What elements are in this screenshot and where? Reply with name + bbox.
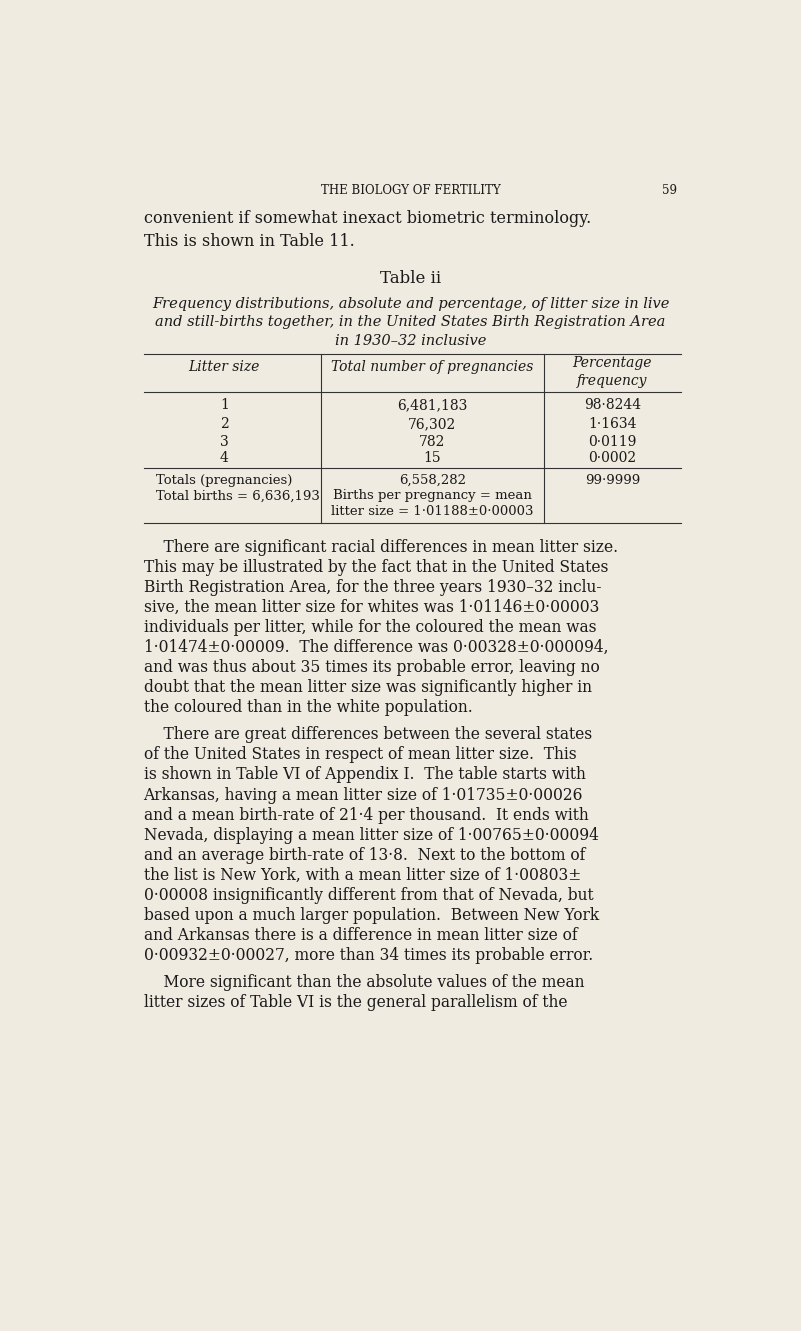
Text: 0·0002: 0·0002 xyxy=(588,451,636,465)
Text: 0·0119: 0·0119 xyxy=(588,435,637,450)
Text: and a mean birth-rate of 21·4 per thousand.  It ends with: and a mean birth-rate of 21·4 per thousa… xyxy=(143,807,588,824)
Text: Table ii: Table ii xyxy=(380,270,441,286)
Text: frequency: frequency xyxy=(577,374,647,387)
Text: Litter size: Litter size xyxy=(188,359,260,374)
Text: doubt that the mean litter size was significantly higher in: doubt that the mean litter size was sign… xyxy=(143,679,592,696)
Text: Totals (pregnancies): Totals (pregnancies) xyxy=(156,474,292,487)
Text: 0·00932±0·00027, more than 34 times its probable error.: 0·00932±0·00027, more than 34 times its … xyxy=(143,946,593,964)
Text: and Arkansas there is a difference in mean litter size of: and Arkansas there is a difference in me… xyxy=(143,926,578,944)
Text: convenient if somewhat inexact biometric terminology.: convenient if somewhat inexact biometric… xyxy=(143,210,591,226)
Text: 6,558,282: 6,558,282 xyxy=(399,474,465,487)
Text: is shown in Table VI of Appendix I.  The table starts with: is shown in Table VI of Appendix I. The … xyxy=(143,767,586,784)
Text: 2: 2 xyxy=(220,417,228,431)
Text: Frequency distributions, absolute and percentage, of litter size in live: Frequency distributions, absolute and pe… xyxy=(152,297,669,310)
Text: individuals per litter, while for the coloured the mean was: individuals per litter, while for the co… xyxy=(143,619,596,636)
Text: This is shown in Table 11.: This is shown in Table 11. xyxy=(143,233,354,250)
Text: 6,481,183: 6,481,183 xyxy=(397,398,468,413)
Text: Total births = 6,636,193: Total births = 6,636,193 xyxy=(156,490,320,502)
Text: of the United States in respect of mean litter size.  This: of the United States in respect of mean … xyxy=(143,747,576,764)
Text: 98·8244: 98·8244 xyxy=(584,398,641,413)
Text: 99·9999: 99·9999 xyxy=(585,474,640,487)
Text: and was thus about 35 times its probable error, leaving no: and was thus about 35 times its probable… xyxy=(143,659,599,676)
Text: 59: 59 xyxy=(662,185,678,197)
Text: sive, the mean litter size for whites was 1·01146±0·00003: sive, the mean litter size for whites wa… xyxy=(143,599,599,616)
Text: litter sizes of Table VI is the general parallelism of the: litter sizes of Table VI is the general … xyxy=(143,994,567,1012)
Text: 3: 3 xyxy=(220,435,228,450)
Text: Birth Registration Area, for the three years 1930–32 inclu-: Birth Registration Area, for the three y… xyxy=(143,579,601,595)
Text: 782: 782 xyxy=(419,435,445,450)
Text: 76,302: 76,302 xyxy=(409,417,457,431)
Text: in 1930–32 inclusive: in 1930–32 inclusive xyxy=(335,334,486,347)
Text: based upon a much larger population.  Between New York: based upon a much larger population. Bet… xyxy=(143,906,599,924)
Text: Total number of pregnancies: Total number of pregnancies xyxy=(331,359,533,374)
Text: Arkansas, having a mean litter size of 1·01735±0·00026: Arkansas, having a mean litter size of 1… xyxy=(143,787,583,804)
Text: 1: 1 xyxy=(219,398,229,413)
Text: This may be illustrated by the fact that in the United States: This may be illustrated by the fact that… xyxy=(143,559,608,575)
Text: THE BIOLOGY OF FERTILITY: THE BIOLOGY OF FERTILITY xyxy=(320,185,501,197)
Text: 1·01474±0·00009.  The difference was 0·00328±0·000094,: 1·01474±0·00009. The difference was 0·00… xyxy=(143,639,608,656)
Text: More significant than the absolute values of the mean: More significant than the absolute value… xyxy=(143,974,584,992)
Text: and an average birth-rate of 13·8.  Next to the bottom of: and an average birth-rate of 13·8. Next … xyxy=(143,847,585,864)
Text: There are great differences between the several states: There are great differences between the … xyxy=(143,727,592,744)
Text: the list is New York, with a mean litter size of 1·00803±: the list is New York, with a mean litter… xyxy=(143,866,581,884)
Text: There are significant racial differences in mean litter size.: There are significant racial differences… xyxy=(143,539,618,555)
Text: and still-births together, in the United States Birth Registration Area: and still-births together, in the United… xyxy=(155,315,666,329)
Text: Percentage: Percentage xyxy=(573,357,652,370)
Text: litter size = 1·01188±0·00003: litter size = 1·01188±0·00003 xyxy=(331,504,533,518)
Text: 4: 4 xyxy=(219,451,229,465)
Text: 1·1634: 1·1634 xyxy=(588,417,637,431)
Text: the coloured than in the white population.: the coloured than in the white populatio… xyxy=(143,699,473,716)
Text: 0·00008 insignificantly different from that of Nevada, but: 0·00008 insignificantly different from t… xyxy=(143,886,594,904)
Text: Nevada, displaying a mean litter size of 1·00765±0·00094: Nevada, displaying a mean litter size of… xyxy=(143,827,598,844)
Text: 15: 15 xyxy=(424,451,441,465)
Text: Births per pregnancy = mean: Births per pregnancy = mean xyxy=(332,490,532,502)
